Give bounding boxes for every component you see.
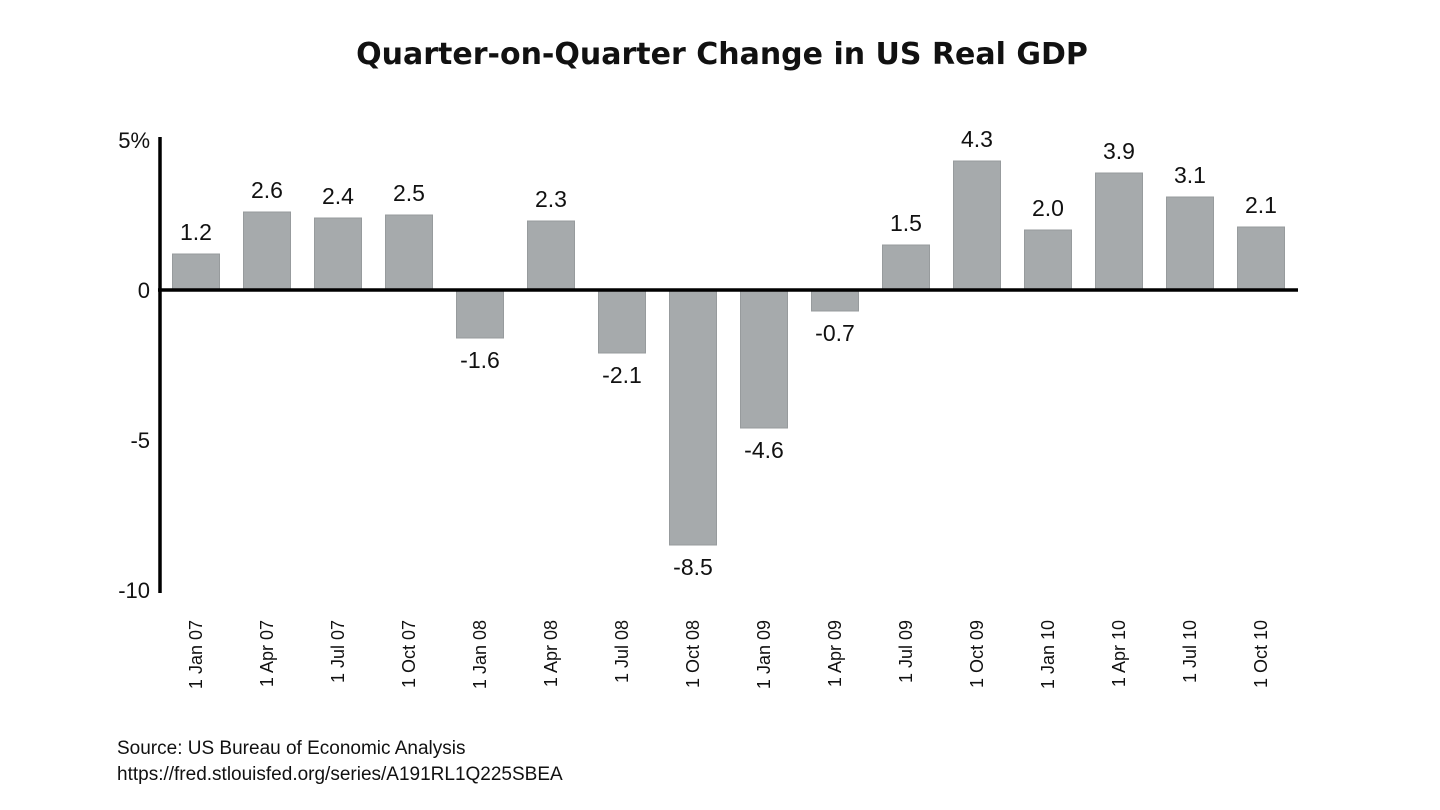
data-label: 2.4	[322, 183, 354, 209]
source-url: https://fred.stlouisfed.org/series/A191R…	[117, 764, 563, 785]
chart-title: Quarter-on-Quarter Change in US Real GDP	[356, 37, 1088, 72]
data-label: -1.6	[460, 347, 500, 373]
bar	[953, 160, 1001, 291]
x-tick-label: 1 Oct 08	[683, 620, 703, 688]
x-tick-label: 1 Jan 09	[754, 620, 774, 689]
x-tick-label: 1 Apr 10	[1109, 620, 1129, 687]
x-tick-label: 1 Oct 07	[399, 620, 419, 688]
data-label: 1.5	[890, 210, 922, 236]
x-tick-label: 1 Jan 07	[186, 620, 206, 689]
y-tick-label: 5%	[118, 128, 150, 153]
x-tick-label: 1 Jul 08	[612, 620, 632, 683]
y-tick-label: 0	[138, 278, 150, 303]
x-tick-label: 1 Apr 08	[541, 620, 561, 687]
data-label: 4.3	[961, 126, 993, 152]
y-tick-label: -10	[118, 578, 150, 603]
bar	[1095, 172, 1143, 291]
x-tick-label: 1 Apr 07	[257, 620, 277, 687]
bar	[385, 214, 433, 291]
x-tick-label: 1 Apr 09	[825, 620, 845, 687]
bar	[598, 289, 646, 354]
bar	[882, 244, 930, 291]
data-label: -2.1	[602, 362, 642, 388]
data-label: 3.1	[1174, 162, 1206, 188]
y-tick-label: -5	[130, 428, 150, 453]
x-tick-label: 1 Jul 09	[896, 620, 916, 683]
x-tick-label: 1 Jan 08	[470, 620, 490, 689]
bar	[811, 289, 859, 312]
x-tick-label: 1 Oct 10	[1251, 620, 1271, 688]
data-label: 2.6	[251, 177, 283, 203]
bar	[527, 220, 575, 291]
data-label: -0.7	[815, 320, 855, 346]
bar	[740, 289, 788, 429]
bar	[1024, 229, 1072, 291]
x-tick-label: 1 Jan 10	[1038, 620, 1058, 689]
x-tick-label: 1 Jul 07	[328, 620, 348, 683]
bar	[669, 289, 717, 546]
bar	[172, 253, 220, 291]
data-label: 2.0	[1032, 195, 1064, 221]
bar	[1237, 226, 1285, 291]
data-label: -4.6	[744, 437, 784, 463]
data-label: -8.5	[673, 554, 713, 580]
bar	[314, 217, 362, 291]
bar	[1166, 196, 1214, 291]
data-label: 1.2	[180, 219, 212, 245]
data-label: 3.9	[1103, 138, 1135, 164]
x-tick-label: 1 Oct 09	[967, 620, 987, 688]
data-label: 2.1	[1245, 192, 1277, 218]
source-text: Source: US Bureau of Economic Analysis	[117, 738, 466, 759]
bar	[243, 211, 291, 291]
x-tick-label: 1 Jul 10	[1180, 620, 1200, 683]
data-label: 2.3	[535, 186, 567, 212]
bar	[456, 289, 504, 339]
data-label: 2.5	[393, 180, 425, 206]
